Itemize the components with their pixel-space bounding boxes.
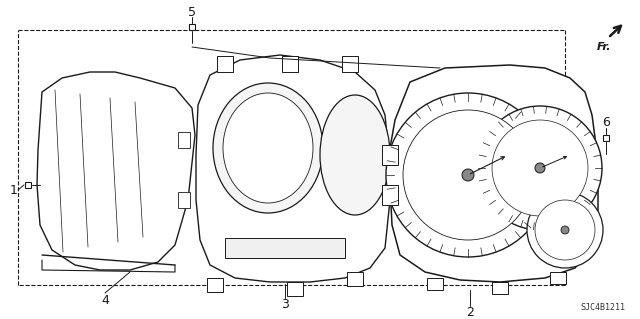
Polygon shape xyxy=(492,282,508,294)
Polygon shape xyxy=(207,278,223,292)
Text: 2: 2 xyxy=(466,306,474,318)
Ellipse shape xyxy=(320,95,390,215)
Circle shape xyxy=(527,192,603,268)
Ellipse shape xyxy=(213,83,323,213)
Polygon shape xyxy=(347,272,363,286)
Polygon shape xyxy=(550,272,566,284)
Polygon shape xyxy=(178,132,190,148)
Polygon shape xyxy=(225,238,345,258)
Circle shape xyxy=(561,226,569,234)
Polygon shape xyxy=(382,185,398,205)
Circle shape xyxy=(535,200,595,260)
Text: 1: 1 xyxy=(10,183,18,197)
Ellipse shape xyxy=(223,93,313,203)
Polygon shape xyxy=(427,278,443,290)
Text: 6: 6 xyxy=(602,115,610,129)
Polygon shape xyxy=(282,56,298,72)
Text: Fr.: Fr. xyxy=(597,42,611,52)
Circle shape xyxy=(386,93,550,257)
Polygon shape xyxy=(178,192,190,208)
Circle shape xyxy=(492,120,588,216)
Polygon shape xyxy=(382,145,398,165)
Polygon shape xyxy=(287,282,303,296)
Polygon shape xyxy=(390,65,598,282)
Circle shape xyxy=(478,106,602,230)
Polygon shape xyxy=(217,56,233,72)
Polygon shape xyxy=(37,72,195,270)
Text: SJC4B1211: SJC4B1211 xyxy=(580,303,625,313)
Text: 5: 5 xyxy=(188,5,196,19)
Text: 3: 3 xyxy=(281,299,289,311)
Circle shape xyxy=(462,169,474,181)
Circle shape xyxy=(403,110,533,240)
Text: 4: 4 xyxy=(101,293,109,307)
Polygon shape xyxy=(342,56,358,72)
Circle shape xyxy=(535,163,545,173)
Polygon shape xyxy=(196,55,390,282)
